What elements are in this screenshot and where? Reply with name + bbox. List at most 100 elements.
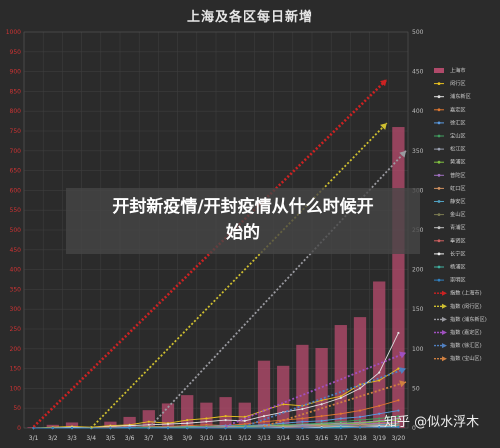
series-point xyxy=(166,422,170,426)
legend-label: 松江区 xyxy=(450,145,466,153)
series-point xyxy=(205,420,208,423)
legend-marker xyxy=(437,187,441,190)
bar-3/11 xyxy=(219,397,232,428)
legend-marker xyxy=(437,239,441,243)
y-left-tick-label: 600 xyxy=(10,187,22,194)
legend-marker xyxy=(437,200,441,203)
series-point xyxy=(262,415,266,418)
y-left-tick-label: 450 xyxy=(10,247,22,254)
y-left-tick-label: 100 xyxy=(10,385,22,392)
legend-marker xyxy=(442,330,447,335)
series-point xyxy=(243,426,246,430)
series-point xyxy=(339,396,342,400)
x-tick-label: 3/15 xyxy=(296,435,310,442)
series-point xyxy=(51,426,54,430)
legend-label: 金山区 xyxy=(450,210,466,218)
series-point xyxy=(186,418,189,422)
legend-marker xyxy=(437,134,441,138)
y-right-tick-label: 350 xyxy=(412,148,424,155)
series-point xyxy=(166,426,170,430)
x-tick-label: 3/5 xyxy=(106,435,116,442)
legend-label: 徐汇区 xyxy=(450,118,466,126)
series-point xyxy=(378,426,381,429)
legend-marker xyxy=(442,290,447,296)
y-left-tick-label: 700 xyxy=(10,148,22,155)
series-point xyxy=(397,417,400,420)
legend-label: 奉贤区 xyxy=(450,236,466,244)
legend-marker xyxy=(437,121,441,125)
legend-marker xyxy=(437,226,441,230)
bar-3/18 xyxy=(353,317,367,428)
y-left-tick-label: 950 xyxy=(10,49,22,56)
series-point xyxy=(301,420,304,423)
y-right-tick-label: 450 xyxy=(412,69,424,76)
y-left-tick-label: 400 xyxy=(10,267,22,274)
series-point xyxy=(358,426,362,429)
series-point xyxy=(205,426,208,430)
headline-text: 开封新疫情/开封疫情从什么时候开 始的 xyxy=(66,194,420,246)
zhihu-watermark: 知乎 @似水浮木 xyxy=(384,415,480,430)
series-point xyxy=(262,420,266,423)
series-point xyxy=(147,423,150,426)
series-point xyxy=(282,426,285,430)
y-right-tick-label: 500 xyxy=(412,29,424,36)
series-point xyxy=(378,379,381,382)
trend-arrowhead xyxy=(399,367,406,375)
bar-3/3 xyxy=(65,422,79,428)
series-point xyxy=(397,415,400,418)
legend-label: 杨浦区 xyxy=(450,263,466,271)
legend-label: 指数 (徐汇区) xyxy=(450,341,482,349)
y-left-tick-label: 50 xyxy=(13,405,21,412)
series-point xyxy=(301,426,304,430)
chart-title: 上海及各区每日新增 xyxy=(186,10,313,25)
y-left-tick-label: 550 xyxy=(10,207,22,214)
legend-marker xyxy=(437,147,441,151)
y-left-tick-label: 150 xyxy=(10,366,22,373)
series-point xyxy=(339,420,342,423)
legend-label: 指数 (嘉定区) xyxy=(450,328,482,336)
legend-marker xyxy=(442,303,447,309)
x-tick-label: 3/2 xyxy=(48,435,58,442)
trend-arrowhead xyxy=(379,79,387,87)
headline-overlay xyxy=(66,188,420,254)
trend-line xyxy=(90,122,388,429)
legend-label: 指数 (浦东新区) xyxy=(450,315,487,323)
y-left-tick-label: 0 xyxy=(17,425,21,432)
y-left-tick-label: 250 xyxy=(10,326,22,333)
legend-marker xyxy=(437,213,441,217)
y-left-tick-label: 850 xyxy=(10,88,22,95)
legend-marker xyxy=(437,265,441,269)
series-point xyxy=(358,387,362,390)
x-tick-label: 3/17 xyxy=(334,435,348,442)
legend-marker xyxy=(437,278,441,282)
series-point xyxy=(378,412,381,415)
series-point xyxy=(224,415,227,418)
series-point xyxy=(224,426,227,430)
series-point xyxy=(205,423,208,426)
legend-marker xyxy=(437,173,441,177)
legend-marker xyxy=(437,95,441,99)
series-point xyxy=(339,426,342,430)
series-point xyxy=(397,420,400,423)
legend-label: 普陀区 xyxy=(450,171,466,179)
x-tick-label: 3/7 xyxy=(144,435,154,442)
x-tick-label: 3/4 xyxy=(86,435,96,442)
headline-line-2: 始的 xyxy=(226,223,260,243)
x-tick-label: 3/16 xyxy=(315,435,329,442)
legend-label: 静安区 xyxy=(450,197,466,205)
series-point xyxy=(243,422,246,426)
legend-label: 上海市 xyxy=(450,66,466,74)
series-point xyxy=(186,426,189,430)
trend-arrowhead xyxy=(399,351,406,359)
series-point xyxy=(147,420,150,423)
x-tick-label: 3/19 xyxy=(372,435,386,442)
legend-marker xyxy=(437,108,441,112)
series-point xyxy=(397,399,400,402)
legend-marker xyxy=(437,160,441,164)
series-point xyxy=(109,426,112,430)
x-tick-label: 3/6 xyxy=(125,435,135,442)
y-right-tick-label: 0 xyxy=(412,425,416,432)
series-point xyxy=(224,418,227,422)
trend-line xyxy=(263,381,407,428)
legend-label: 闵行区 xyxy=(450,79,466,87)
